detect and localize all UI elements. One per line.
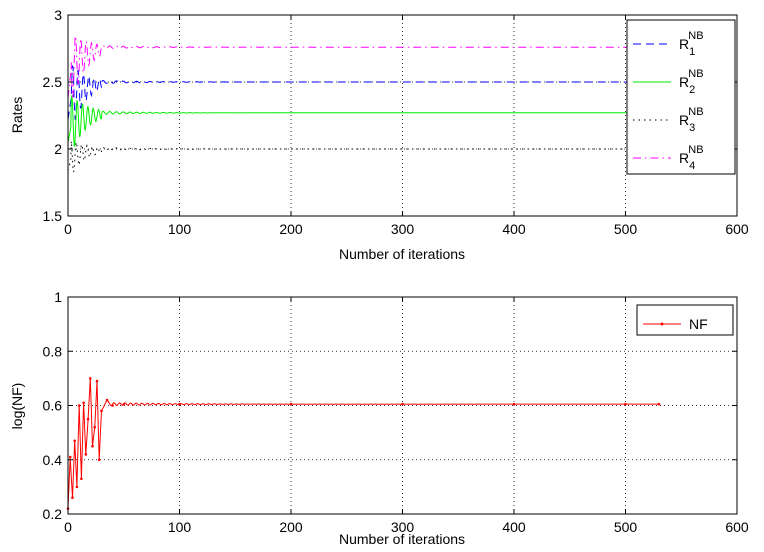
nf-data-point [512, 402, 516, 406]
rates-x-tick-label: 200 [279, 221, 303, 237]
nf-chart: 0 100 200 300 400 500 600 0.2 0.4 0.6 0.8 1 Number … [9, 289, 749, 547]
nf-data-point [105, 398, 109, 402]
rates-ticks: 0 100 200 300 400 500 600 1.5 2 2.5 3 [43, 7, 749, 237]
nf-data-point [97, 458, 101, 462]
nf-data-point [657, 402, 661, 406]
nf-y-axis-label: log(NF) [9, 383, 25, 430]
nf-data-point [71, 496, 74, 500]
nf-data-point [100, 409, 103, 413]
nf-y-tick-label: 1 [54, 289, 62, 305]
rates-series-line-3 [67, 141, 659, 173]
nf-data-point [91, 444, 94, 448]
nf-legend: NF [636, 304, 734, 336]
rates-series [67, 35, 659, 173]
rates-chart: 0 100 200 300 400 500 600 1.5 2 2.5 3 Number of it… [9, 7, 749, 262]
rates-y-tick-label: 1.5 [43, 208, 63, 224]
nf-data-point [178, 402, 181, 406]
rates-y-tick-label: 2.5 [43, 74, 63, 90]
nf-x-axis-label: Number of iterations [339, 531, 465, 547]
nf-legend-label-1: NF [689, 316, 708, 332]
rates-y-axis-label: Rates [9, 97, 25, 134]
nf-data-point [111, 404, 114, 407]
nf-legend-box [636, 304, 734, 336]
nf-series [66, 377, 661, 510]
rates-y-tick-label: 2 [54, 141, 62, 157]
nf-series-line-1 [67, 378, 659, 509]
nf-data-point [73, 439, 76, 443]
nf-data-point [86, 417, 90, 421]
nf-x-tick-label: 100 [168, 519, 192, 535]
rates-series-line-2 [67, 95, 659, 148]
nf-ticks: 0 100 200 300 400 500 600 0.2 0.4 0.6 0.8 1 [43, 289, 749, 535]
nf-data-point [82, 401, 85, 405]
rates-x-axis-label: Number of iterations [339, 246, 465, 262]
nf-data-point [289, 402, 293, 406]
nf-data-point [77, 404, 81, 407]
nf-data-point [401, 402, 404, 406]
nf-y-tick-label: 0.2 [43, 506, 63, 522]
nf-data-point [68, 455, 72, 459]
rates-series-line-4 [67, 35, 659, 99]
rates-x-tick-label: 100 [168, 221, 192, 237]
rates-series-line-1 [67, 65, 659, 120]
nf-data-point [95, 379, 99, 383]
rates-x-tick-label: 0 [64, 221, 72, 237]
nf-x-tick-label: 400 [502, 519, 526, 535]
nf-grid [68, 297, 737, 514]
rates-x-tick-label: 300 [391, 221, 415, 237]
nf-x-tick-label: 600 [725, 519, 749, 535]
nf-x-tick-label: 300 [391, 519, 415, 535]
nf-x-tick-label: 0 [64, 519, 72, 535]
nf-data-point [84, 453, 88, 456]
rates-x-tick-label: 500 [614, 221, 638, 237]
nf-y-tick-label: 0.6 [43, 398, 63, 414]
nf-data-point [75, 485, 79, 489]
nf-y-tick-label: 0.4 [43, 452, 63, 468]
nf-data-point [122, 402, 126, 406]
rates-y-tick-label: 3 [54, 7, 62, 23]
nf-data-point [93, 425, 97, 429]
nf-data-point [80, 477, 83, 481]
nf-legend-marker [660, 322, 664, 326]
nf-data-point [89, 377, 92, 380]
nf-data-point [624, 402, 627, 406]
rates-legend-box [626, 19, 736, 175]
rates-x-tick-label: 600 [725, 221, 749, 237]
nf-x-tick-label: 500 [614, 519, 638, 535]
nf-y-tick-label: 0.8 [43, 343, 63, 359]
nf-x-tick-label: 200 [279, 519, 303, 535]
rates-x-tick-label: 400 [502, 221, 526, 237]
rates-grid [68, 15, 737, 216]
